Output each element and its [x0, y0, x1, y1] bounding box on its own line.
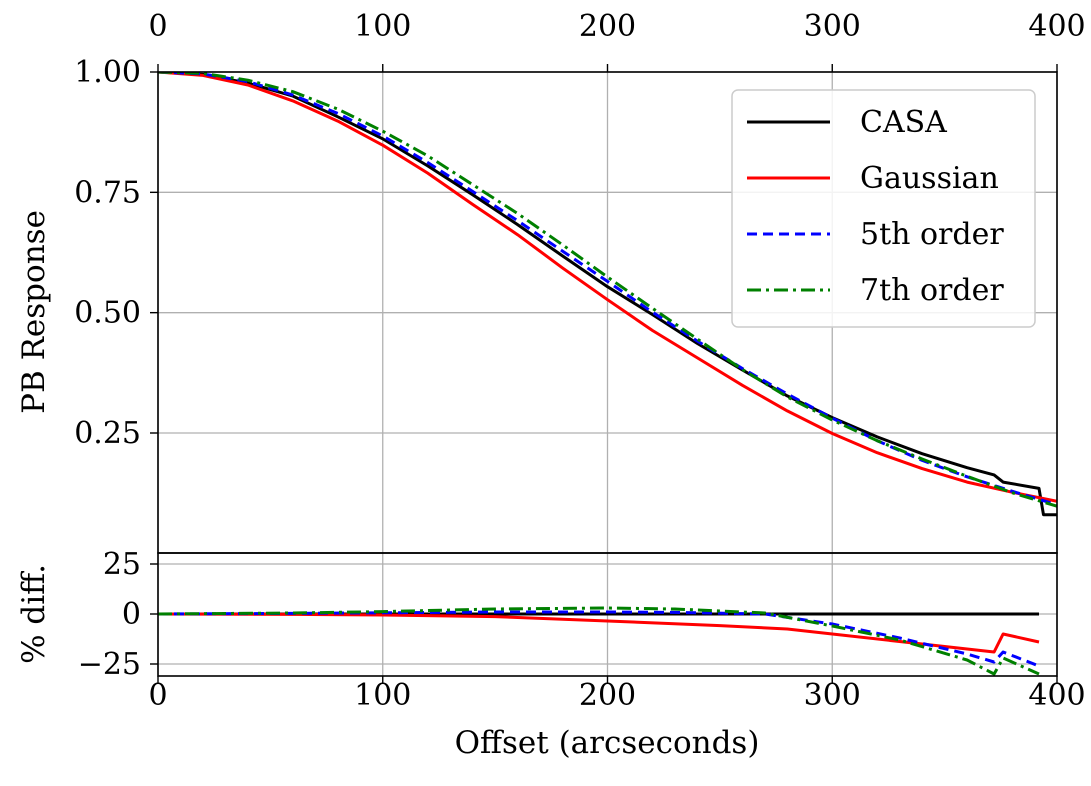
x-tick-label-bottom: 300 — [804, 678, 861, 713]
y-tick-label-main: 1.00 — [74, 55, 141, 90]
legend-box — [731, 89, 1036, 328]
diff-series-lines — [158, 606, 1040, 676]
x-tick-label-bottom: 100 — [354, 678, 411, 713]
y-tick-label-diff: −25 — [78, 647, 141, 682]
x-axis-label: Offset (arcseconds) — [455, 725, 760, 761]
main-series-5th-order — [158, 72, 1057, 507]
x-tick-label-top: 100 — [354, 9, 411, 44]
y-axis-label-diff: % diff. — [16, 564, 52, 664]
y-axis-label-main: PB Response — [16, 210, 52, 414]
x-tick-label-bottom: 400 — [1028, 678, 1085, 713]
legend-label-5th-order: 5th order — [860, 217, 1004, 252]
main-series-lines — [158, 72, 1057, 517]
legend-label-gaussian: Gaussian — [860, 161, 999, 196]
x-tick-label-top: 0 — [148, 9, 167, 44]
legend: CASA Gaussian 5th order 7th order — [731, 89, 1036, 328]
x-tick-label-top: 200 — [579, 9, 636, 44]
y-tick-label-diff: 0 — [122, 597, 141, 632]
y-tick-label-diff: 25 — [103, 547, 141, 582]
diff-series-gaussian — [158, 612, 1040, 654]
x-tick-label-bottom: 0 — [148, 678, 167, 713]
x-tick-label-bottom: 200 — [579, 678, 636, 713]
tick-marks — [150, 64, 1058, 684]
x-tick-label-top: 400 — [1028, 9, 1085, 44]
tick-labels: 0 0 100 100 200 200 300 300 400 400 1.00 0.75 0.50 0.… — [74, 9, 1085, 713]
y-tick-label-main: 0.25 — [74, 416, 141, 451]
main-series-casa — [158, 72, 1057, 517]
y-tick-label-main: 0.50 — [74, 296, 141, 331]
x-tick-label-top: 300 — [804, 9, 861, 44]
main-series-gaussian — [158, 72, 1057, 503]
y-tick-label-main: 0.75 — [74, 175, 141, 210]
diff-series-7th-order — [158, 606, 1040, 676]
legend-label-casa: CASA — [860, 105, 947, 140]
legend-label-7th-order: 7th order — [860, 273, 1004, 308]
